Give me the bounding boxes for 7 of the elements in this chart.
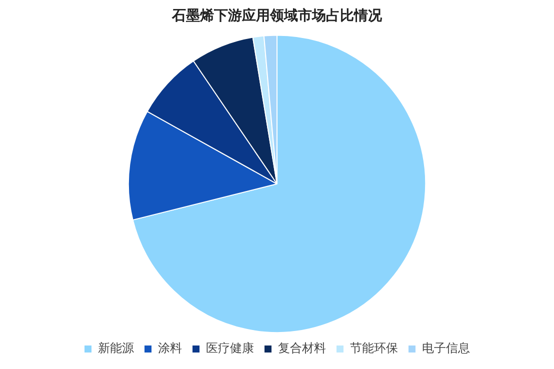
legend-label: 涂料 xyxy=(158,341,182,356)
legend-label: 复合材料 xyxy=(278,341,326,356)
legend-label: 节能环保 xyxy=(350,341,398,356)
legend-label: 新能源 xyxy=(98,341,134,356)
chart-title: 石墨烯下游应用领域市场占比情况 xyxy=(171,7,383,24)
legend-label: 医疗健康 xyxy=(206,341,254,356)
legend-label: 电子信息 xyxy=(422,341,470,356)
